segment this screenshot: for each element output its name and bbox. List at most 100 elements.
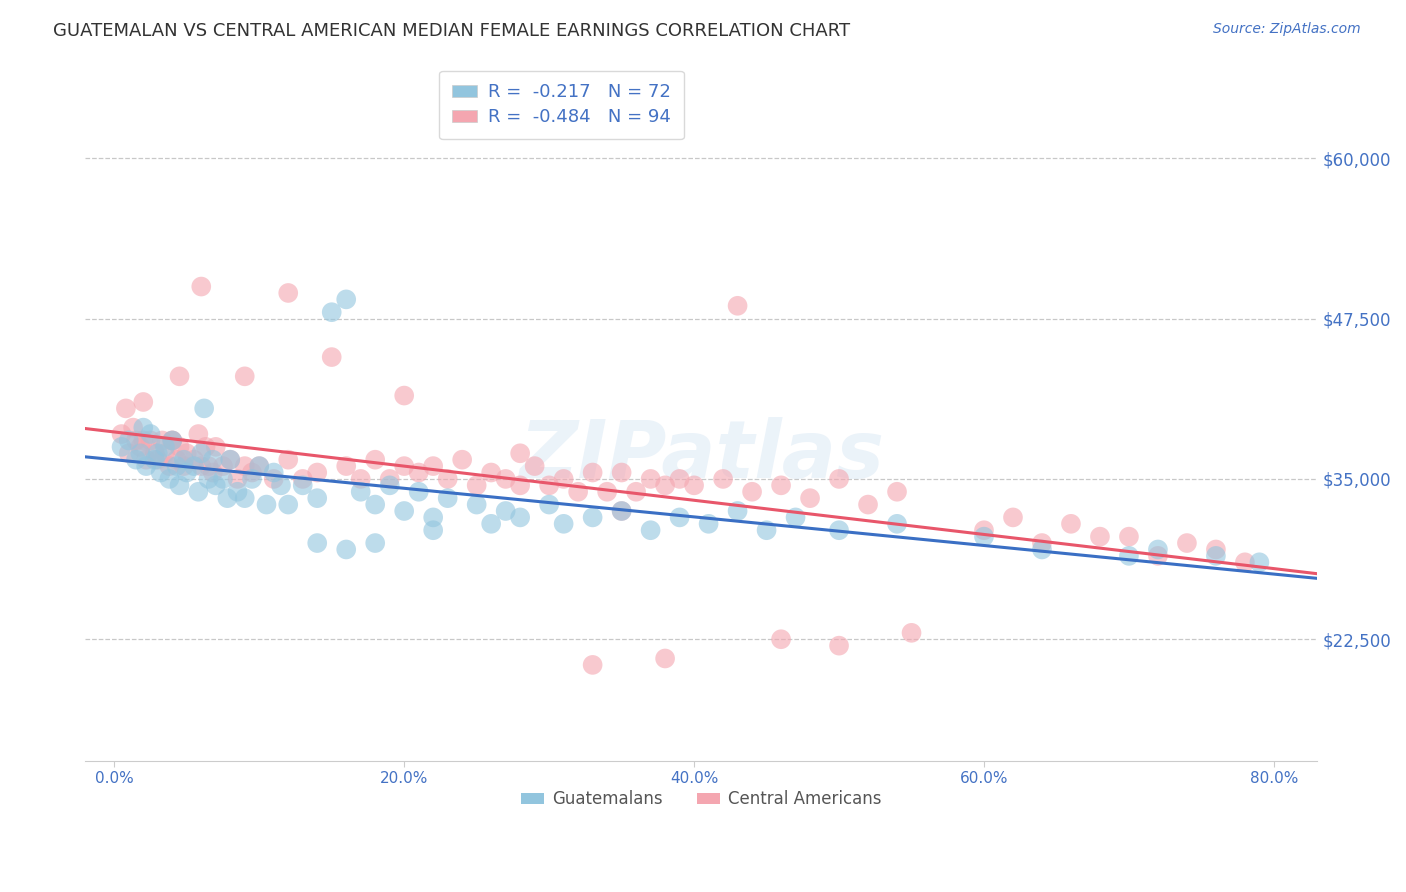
Point — [624, 484, 647, 499]
Point — [132, 395, 155, 409]
Point — [247, 459, 270, 474]
Point — [828, 523, 851, 537]
Point — [436, 491, 458, 505]
Point — [226, 472, 249, 486]
Point — [553, 516, 575, 531]
Point — [157, 472, 180, 486]
Point — [201, 466, 224, 480]
Point — [190, 446, 212, 460]
Point — [110, 440, 132, 454]
Point — [770, 632, 793, 647]
Point — [668, 472, 690, 486]
Point — [697, 516, 720, 531]
Point — [153, 440, 176, 454]
Point — [408, 484, 430, 499]
Point — [495, 504, 517, 518]
Point — [166, 452, 188, 467]
Text: GUATEMALAN VS CENTRAL AMERICAN MEDIAN FEMALE EARNINGS CORRELATION CHART: GUATEMALAN VS CENTRAL AMERICAN MEDIAN FE… — [53, 22, 851, 40]
Point — [900, 625, 922, 640]
Point — [408, 466, 430, 480]
Point — [509, 510, 531, 524]
Point — [270, 478, 292, 492]
Point — [509, 478, 531, 492]
Point — [828, 639, 851, 653]
Point — [886, 516, 908, 531]
Point — [115, 401, 138, 416]
Point — [212, 472, 235, 486]
Point — [187, 484, 209, 499]
Point — [139, 427, 162, 442]
Point — [162, 434, 184, 448]
Point — [240, 466, 263, 480]
Point — [668, 510, 690, 524]
Point — [392, 388, 415, 402]
Point — [785, 510, 807, 524]
Point — [451, 452, 474, 467]
Point — [135, 452, 157, 467]
Point — [755, 523, 778, 537]
Point — [150, 434, 173, 448]
Point — [204, 478, 226, 492]
Point — [169, 440, 191, 454]
Point — [307, 491, 329, 505]
Point — [1205, 549, 1227, 563]
Point — [212, 459, 235, 474]
Point — [856, 498, 879, 512]
Point — [183, 459, 205, 474]
Point — [247, 459, 270, 474]
Point — [392, 459, 415, 474]
Point — [1233, 555, 1256, 569]
Point — [132, 420, 155, 434]
Point — [233, 491, 256, 505]
Point — [118, 446, 141, 460]
Point — [143, 452, 166, 467]
Point — [122, 420, 145, 434]
Point — [1249, 555, 1271, 569]
Point — [166, 459, 188, 474]
Point — [436, 472, 458, 486]
Point — [582, 466, 605, 480]
Point — [799, 491, 821, 505]
Point — [335, 293, 357, 307]
Point — [190, 279, 212, 293]
Text: Source: ZipAtlas.com: Source: ZipAtlas.com — [1213, 22, 1361, 37]
Point — [118, 434, 141, 448]
Point — [465, 498, 488, 512]
Point — [640, 523, 662, 537]
Point — [125, 434, 148, 448]
Point — [350, 472, 373, 486]
Point — [146, 452, 169, 467]
Point — [277, 452, 299, 467]
Point — [727, 504, 749, 518]
Point — [610, 466, 633, 480]
Point — [683, 478, 706, 492]
Point — [277, 498, 299, 512]
Point — [770, 478, 793, 492]
Point — [110, 427, 132, 442]
Point — [378, 472, 401, 486]
Point — [1031, 542, 1053, 557]
Point — [219, 452, 242, 467]
Point — [509, 446, 531, 460]
Point — [1205, 542, 1227, 557]
Point — [1118, 549, 1140, 563]
Point — [217, 491, 239, 505]
Point — [364, 498, 387, 512]
Point — [256, 498, 278, 512]
Point — [1118, 530, 1140, 544]
Point — [1175, 536, 1198, 550]
Point — [1088, 530, 1111, 544]
Point — [422, 523, 444, 537]
Point — [190, 459, 212, 474]
Point — [129, 440, 152, 454]
Point — [654, 651, 676, 665]
Point — [828, 472, 851, 486]
Point — [582, 510, 605, 524]
Point — [153, 446, 176, 460]
Point — [146, 446, 169, 460]
Point — [1031, 536, 1053, 550]
Point — [169, 478, 191, 492]
Point — [582, 657, 605, 672]
Point — [335, 542, 357, 557]
Point — [204, 440, 226, 454]
